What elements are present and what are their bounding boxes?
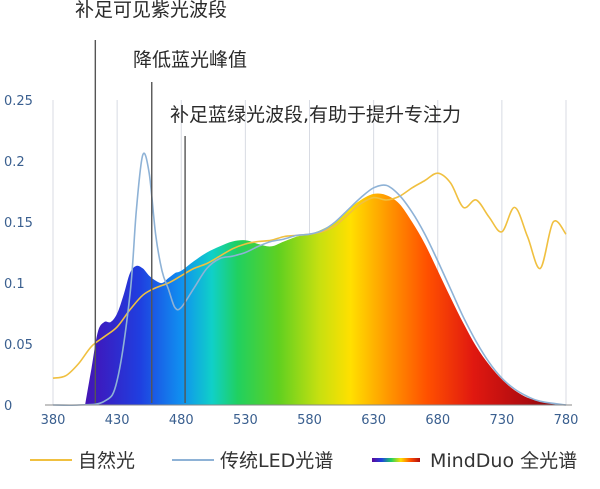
y-tick-0.15: 0.15: [4, 216, 33, 231]
legend: 自然光 传统LED光谱 MindDuo 全光谱: [30, 450, 577, 472]
y-tick-0.25: 0.25: [4, 94, 33, 109]
y-tick-0.2: 0.2: [4, 155, 25, 170]
legend-label-2: MindDuo 全光谱: [430, 450, 577, 472]
x-tick-680: 680: [425, 413, 450, 428]
annotation-label-2: 降低蓝光峰值: [133, 49, 247, 71]
x-tick-430: 430: [105, 413, 130, 428]
legend-label-0: 自然光: [78, 450, 135, 472]
y-tick-0.1: 0.1: [4, 277, 25, 292]
x-tick-380: 380: [41, 413, 66, 428]
y-tick-0: 0: [4, 399, 12, 414]
legend-swatch-2: [372, 458, 420, 462]
series-lines: [52, 152, 567, 407]
x-tick-630: 630: [361, 413, 386, 428]
x-tick-530: 530: [233, 413, 258, 428]
x-tick-780: 780: [554, 413, 579, 428]
x-tick-730: 730: [489, 413, 514, 428]
y-tick-0.05: 0.05: [4, 338, 33, 353]
series-area-mindduo: [85, 193, 564, 405]
series-line-1: [52, 152, 567, 407]
annotation-label-3: 补足蓝绿光波段,有助于提升专注力: [170, 104, 461, 126]
x-tick-480: 480: [169, 413, 194, 428]
series-areas: [85, 193, 564, 405]
axes: 380 430 480 530 580 630 680 730 780 0 0.05 0.1 0.15 0…: [4, 94, 578, 428]
annotation-label-1: 补足可见紫光波段: [75, 0, 227, 21]
legend-label-1: 传统LED光谱: [220, 450, 333, 472]
x-tick-580: 580: [297, 413, 322, 428]
